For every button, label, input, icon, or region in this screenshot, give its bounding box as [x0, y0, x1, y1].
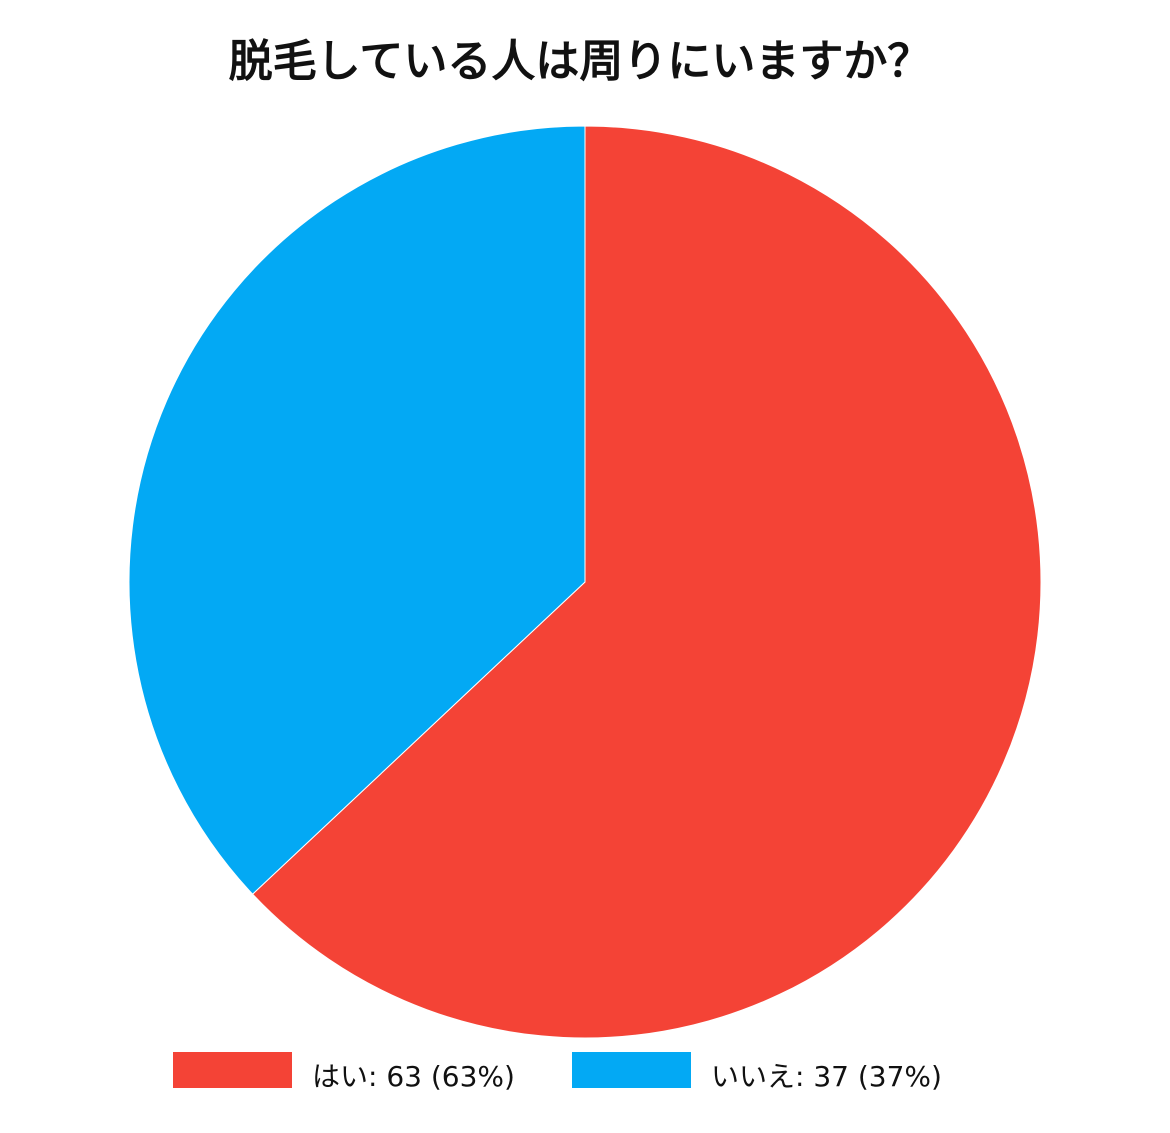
pie-slice [251, 125, 1042, 1039]
legend-swatch [173, 1052, 292, 1088]
legend-label: はい: 63 (63%) [312, 1060, 515, 1093]
legend-label: いいえ: 37 (37%) [711, 1060, 942, 1093]
pie-slice [128, 125, 586, 895]
legend-swatch [572, 1052, 691, 1088]
chart-title: 脱毛している人は周りにいますか？ [229, 36, 932, 87]
